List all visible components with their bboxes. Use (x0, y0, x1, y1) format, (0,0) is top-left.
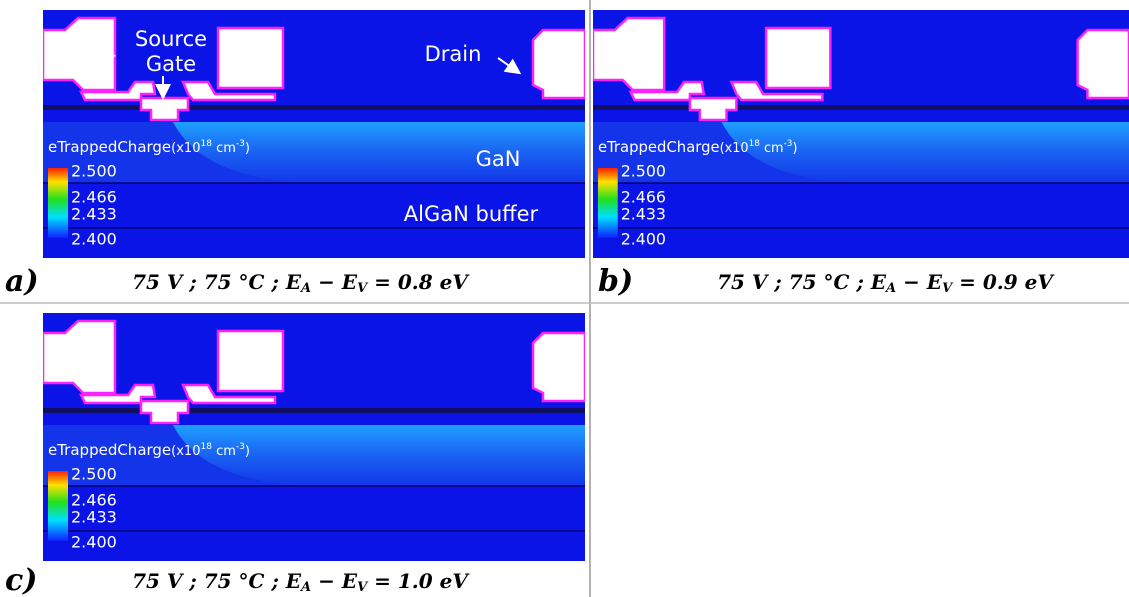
colorbar-title-part: eTrappedCharge (48, 138, 171, 156)
caption-part: − E (311, 569, 358, 593)
simulation-panel: eTrappedCharge(x1018 cm-3) 2.500 2.4662.43… (43, 313, 585, 561)
gate (688, 96, 738, 122)
colorbar-title-part: 18 (749, 139, 761, 149)
annotation-arrow (226, 44, 243, 66)
colorbar-tick: 2.400 (621, 229, 666, 248)
passivation (43, 105, 585, 110)
caption-part: V (942, 281, 954, 296)
trapped-charge-region (173, 122, 585, 183)
colorbar-tick: 2.500 (621, 161, 666, 180)
colorbar-title-part: (x10 (171, 141, 200, 156)
caption-part: − E (311, 270, 358, 294)
caption-part: = 0.8 eV (367, 270, 470, 294)
colorbar-title-part: (x10 (720, 141, 749, 156)
caption-part: V (357, 281, 369, 296)
colorbar-tick: 2.400 (71, 533, 117, 552)
colorbar-tick: 2.466 (621, 187, 666, 206)
caption-part: 75 V ; 75 °C ; E (132, 569, 302, 593)
caption-part: 75 V ; 75 °C ; E (132, 270, 302, 294)
colorbar-title-part: -3 (236, 139, 245, 149)
trapped-charge-region (173, 425, 585, 486)
annotation: Drain (425, 42, 482, 66)
colorbar-title: eTrappedCharge(x1018 cm-3) (48, 138, 250, 156)
gate-field-plate (78, 383, 157, 405)
metal-block (764, 26, 832, 90)
colorbar-title-part: -3 (784, 139, 793, 149)
passivation (593, 105, 1129, 110)
source-contact (593, 16, 666, 92)
colorbar-tick: 2.433 (621, 204, 666, 223)
colorbar-title-part: -3 (236, 442, 245, 452)
annotation: Gate (146, 52, 196, 76)
colorbar-title-part: (x10 (171, 444, 200, 459)
colorbar-title: eTrappedCharge(x1018 cm-3) (48, 441, 250, 459)
caption-part: A (299, 281, 311, 296)
panel-caption: 75 V ; 75 °C ; EA − EV = 1.0 eV (132, 569, 470, 595)
source-contact (43, 319, 117, 395)
annotation-arrow (497, 57, 522, 75)
colorbar (597, 168, 618, 238)
colorbar-title-part: cm (212, 444, 236, 459)
panel-caption: 75 V ; 75 °C ; EA − EV = 0.8 eV (132, 270, 470, 296)
colorbar (48, 168, 68, 238)
caption-part: A (299, 580, 311, 595)
panel-caption: 75 V ; 75 °C ; EA − EV = 0.9 eV (717, 270, 1055, 296)
caption-part: V (357, 580, 369, 595)
caption-part: 75 V ; 75 °C ; E (717, 270, 887, 294)
trapped-charge-region (721, 122, 1129, 183)
caption-part: − E (896, 270, 943, 294)
source-contact (43, 16, 117, 92)
colorbar-title-part: ) (792, 141, 797, 156)
caption-part: = 0.9 eV (952, 270, 1055, 294)
colorbar-tick: 2.433 (71, 205, 117, 224)
colorbar-title-part: cm (212, 141, 236, 156)
colorbar-tick: 2.400 (71, 230, 117, 249)
panel-label: a) (5, 264, 39, 299)
simulation-panel: eTrappedCharge(x1018 cm-3) 2.500 2.4662.43… (43, 10, 585, 258)
annotation: GaN (476, 147, 521, 171)
metal-block (216, 329, 285, 393)
colorbar-tick: 2.433 (71, 508, 117, 527)
colorbar-title-part: 18 (200, 442, 212, 452)
drain-contact (531, 331, 585, 403)
colorbar-tick: 2.466 (71, 188, 117, 207)
simulation-panel: eTrappedCharge(x1018 cm-3) 2.500 2.4662.43… (593, 10, 1129, 258)
colorbar-tick: 2.466 (71, 491, 117, 510)
colorbar-title: eTrappedCharge(x1018 cm-3) (598, 138, 798, 156)
annotation: Source (135, 27, 207, 51)
annotation: AlGaN buffer (404, 202, 539, 226)
panel-label: b) (598, 264, 633, 299)
gate-field-plate (181, 383, 277, 405)
passivation (43, 408, 585, 413)
colorbar-title-part: ) (245, 444, 250, 459)
colorbar-tick: 2.500 (71, 162, 117, 181)
colorbar-title-part: ) (245, 141, 250, 156)
drain-contact (531, 28, 585, 100)
colorbar-title-part: eTrappedCharge (48, 441, 171, 459)
gate-field-plate (181, 80, 277, 102)
colorbar-title-part: 18 (200, 139, 212, 149)
gate (139, 96, 190, 122)
gate (139, 399, 190, 425)
annotation-arrow (100, 44, 116, 66)
caption-part: = 1.0 eV (367, 569, 470, 593)
drain-contact (1076, 28, 1129, 100)
panel-label: c) (5, 563, 37, 597)
colorbar-title-part: cm (760, 141, 784, 156)
metal-block (216, 26, 285, 90)
colorbar-tick: 2.500 (71, 465, 117, 484)
gate-field-plate (729, 80, 824, 102)
colorbar (48, 471, 68, 541)
gate-field-plate (628, 80, 706, 102)
colorbar-title-part: eTrappedCharge (598, 138, 720, 156)
caption-part: A (884, 281, 896, 296)
